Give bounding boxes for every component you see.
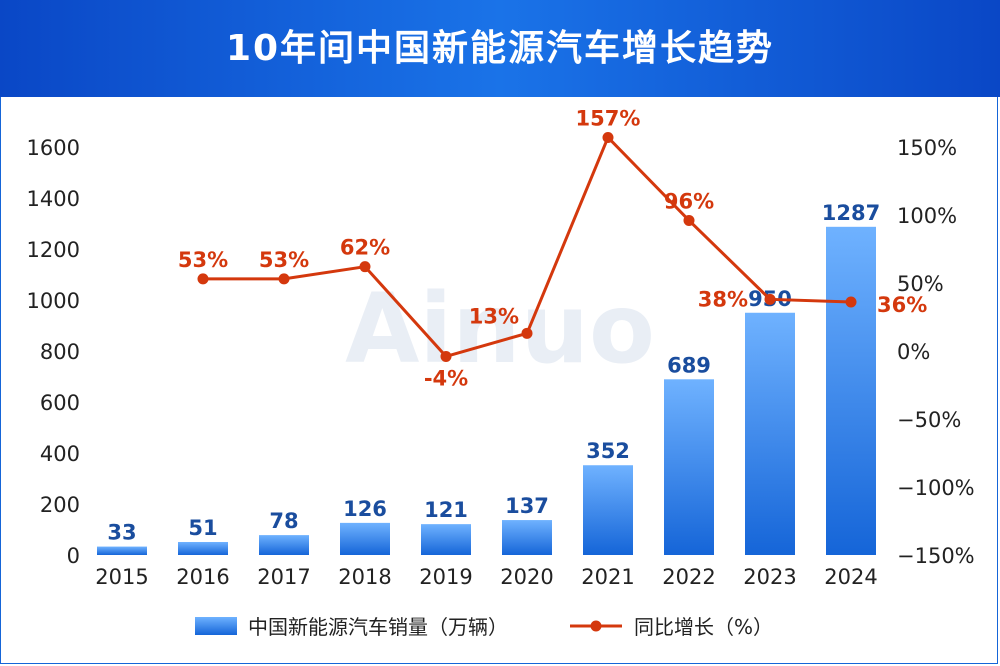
- growth-value-label: 36%: [877, 293, 927, 317]
- bar: [826, 226, 876, 555]
- growth-point: [359, 261, 371, 273]
- legend-line-label: 同比增长（%）: [634, 615, 773, 639]
- bar: [583, 465, 633, 555]
- left-tick-label: 400: [40, 442, 80, 466]
- bar: [745, 312, 795, 555]
- bar-value-label: 137: [505, 494, 549, 518]
- x-tick-label: 2017: [257, 565, 310, 589]
- legend: 中国新能源汽车销量（万辆） 同比增长（%）: [195, 615, 773, 639]
- growth-point: [197, 273, 209, 285]
- growth-point: [602, 131, 614, 143]
- growth-value-label: 62%: [340, 236, 390, 260]
- growth-value-label: 96%: [664, 189, 714, 213]
- bar: [502, 520, 552, 555]
- bar-value-label: 51: [188, 516, 217, 540]
- growth-value-label: 53%: [259, 248, 309, 272]
- growth-value-label: 157%: [576, 106, 641, 130]
- left-tick-label: 600: [40, 391, 80, 415]
- bar: [178, 541, 228, 555]
- bar: [664, 379, 714, 555]
- bar-value-label: 33: [107, 521, 136, 545]
- x-tick-label: 2015: [95, 565, 148, 589]
- x-tick-label: 2022: [662, 565, 715, 589]
- bar-value-label: 78: [269, 509, 298, 533]
- growth-value-label: 13%: [469, 304, 519, 328]
- bar: [97, 546, 147, 555]
- growth-point: [683, 214, 695, 226]
- growth-point: [278, 273, 290, 285]
- growth-point: [845, 296, 857, 308]
- growth-point: [521, 327, 533, 339]
- left-tick-label: 1000: [27, 289, 80, 313]
- growth-value-label: 53%: [178, 248, 228, 272]
- x-tick-label: 2021: [581, 565, 634, 589]
- x-tick-label: 2020: [500, 565, 553, 589]
- growth-line-series: [197, 131, 857, 362]
- left-tick-label: 1600: [27, 136, 80, 160]
- bar: [259, 535, 309, 555]
- bar-value-label: 1287: [822, 201, 880, 225]
- left-tick-label: 1400: [27, 187, 80, 211]
- bar-value-label: 126: [343, 497, 387, 521]
- growth-point: [764, 293, 776, 305]
- x-axis: 2015 2016 2017 2018 2019 2020 2021 2022 2023 2024: [95, 565, 877, 589]
- right-axis: −150% −100% −50% 0% 50% 100% 150%: [897, 136, 975, 568]
- legend-bar-label: 中国新能源汽车销量（万辆）: [248, 615, 508, 639]
- chart-title: 10年间中国新能源汽车增长趋势: [225, 28, 775, 69]
- left-tick-label: 800: [40, 340, 80, 364]
- legend-bar-swatch: [195, 617, 237, 635]
- x-tick-label: 2023: [743, 565, 796, 589]
- right-tick-label: 150%: [897, 136, 957, 160]
- left-axis: 0 200 400 600 800 1000 1200 1400 1600: [27, 136, 80, 568]
- x-tick-label: 2018: [338, 565, 391, 589]
- bar-value-label: 121: [424, 498, 468, 522]
- growth-point: [440, 350, 452, 362]
- bar: [340, 522, 390, 555]
- right-tick-label: −150%: [897, 544, 975, 568]
- x-tick-label: 2016: [176, 565, 229, 589]
- bar: [421, 524, 471, 555]
- watermark: Ainuo: [345, 273, 655, 385]
- x-tick-label: 2024: [824, 565, 877, 589]
- left-tick-label: 200: [40, 493, 80, 517]
- left-tick-label: 1200: [27, 238, 80, 262]
- bar-value-label: 689: [667, 353, 711, 377]
- legend-line-marker: [590, 620, 602, 632]
- growth-labels: 53% 53% 62% -4% 13% 157% 96% 38% 36%: [178, 106, 927, 390]
- title-banner: [0, 0, 1000, 97]
- bar-value-label: 352: [586, 439, 630, 463]
- right-tick-label: −100%: [897, 476, 975, 500]
- right-tick-label: 0%: [897, 340, 930, 364]
- bar-series: [97, 226, 876, 555]
- growth-value-label: 38%: [698, 287, 748, 311]
- left-tick-label: 0: [67, 544, 80, 568]
- bar-labels: 3351781261211373526899501287: [107, 201, 880, 545]
- growth-value-label: -4%: [424, 366, 468, 390]
- right-tick-label: 100%: [897, 204, 957, 228]
- x-tick-label: 2019: [419, 565, 472, 589]
- right-tick-label: 50%: [897, 272, 944, 296]
- right-tick-label: −50%: [897, 408, 961, 432]
